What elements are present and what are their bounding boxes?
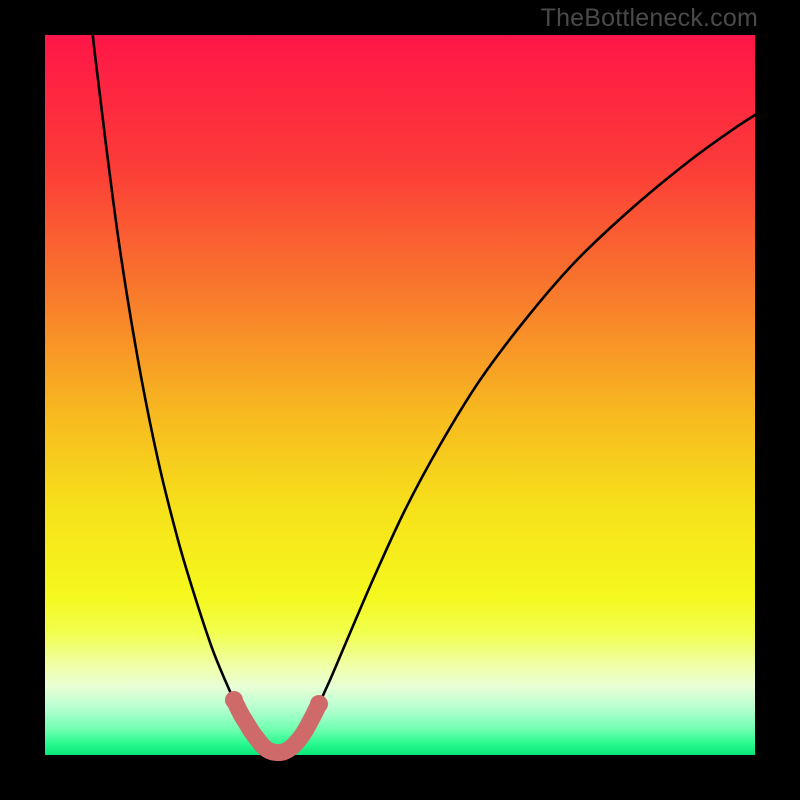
valley-highlight-end-dot <box>310 695 328 713</box>
valley-highlight-start-dot <box>225 691 243 709</box>
curve-layer <box>0 0 800 800</box>
bottleneck-curve <box>88 0 760 753</box>
chart-stage: TheBottleneck.com <box>0 0 800 800</box>
valley-highlight <box>225 691 328 753</box>
valley-highlight-stroke <box>234 700 319 753</box>
